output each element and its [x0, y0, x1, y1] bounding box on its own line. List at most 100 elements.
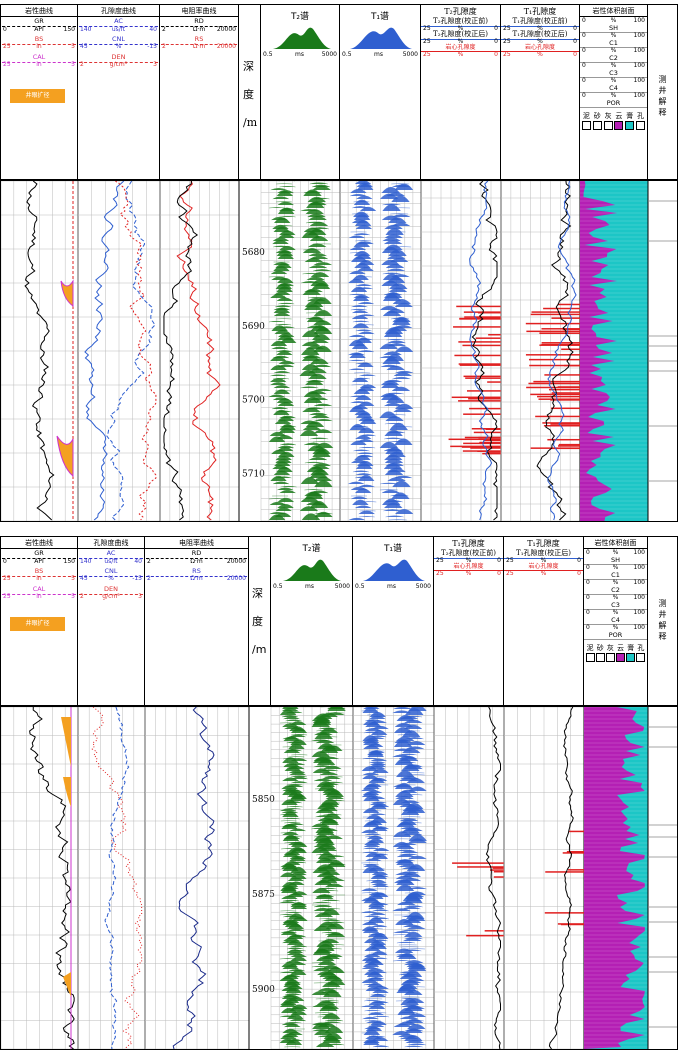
- res_rows-min: 2: [147, 558, 151, 565]
- t1spec-header-2: T₁谱 0.5 ms 5000: [353, 537, 434, 705]
- t2spec-min-2: 0.5: [273, 583, 283, 590]
- t2spec-unit: ms: [295, 51, 304, 58]
- t1por-curve-2: [548, 707, 574, 1049]
- poro_rows-unit: g/cm³: [102, 593, 120, 600]
- lith-title-2: 岩性曲线: [25, 539, 53, 547]
- rs-curve: [176, 181, 221, 521]
- t2por-grid: [420, 181, 502, 521]
- rd-curve: [163, 181, 199, 521]
- poro_rows-max: 3: [138, 593, 142, 600]
- t2por-title: T₂孔隙度: [444, 7, 477, 16]
- vol-row: 0% 100 POR: [584, 624, 647, 640]
- t2por-header-2: T₁孔隙度 T₂孔隙度(校正前) 25% 0 岩心孔隙度 25% 0: [434, 537, 504, 705]
- t2spec-header: T₂谱 0.5 ms 5000: [261, 5, 340, 179]
- poro_rows-min: 2: [80, 61, 84, 68]
- lith_rows-min: 25: [3, 43, 11, 50]
- t2por_rows-row: 岩心孔隙度 25% 0: [421, 42, 500, 58]
- legend-item: 云: [614, 111, 624, 133]
- lith_rows-max: 5: [71, 43, 75, 50]
- lith_rows-unit: in: [36, 61, 42, 68]
- interp-header: 测井解释: [648, 5, 677, 179]
- t2por-uncorrected: [471, 181, 498, 521]
- t1spec-legend-shape: [350, 27, 412, 49]
- vol-row: 0% 100 SH: [580, 17, 647, 33]
- top-header: 岩性曲线 GR 0 API 150 BS 25 in 5 CAL 25 in 5 井眼扩径 孔隙度曲线…: [0, 4, 678, 180]
- depth-label: 5690: [242, 322, 265, 332]
- poro_rows-max: 40: [149, 26, 157, 33]
- t2spec-header-2: T₂谱 0.5 ms 5000: [271, 537, 353, 705]
- t2por_rows-curve-title: 岩心孔隙度: [421, 42, 500, 52]
- poro-header-2: 孔隙度曲线 AC 140 us/ft 40 CNL 45% -15 DEN 2 g/cm³ 3: [78, 537, 145, 705]
- depth-char-3: /m: [243, 116, 258, 129]
- t1por-corrected: [547, 181, 577, 521]
- t1spec-min: 0.5: [342, 51, 352, 58]
- poro_rows-min: 45: [80, 575, 88, 582]
- depth-char-2-3: /m: [252, 643, 267, 656]
- t2por-grid-2: [433, 707, 505, 1049]
- lith_rows-scale-row: GR 0 API 150: [1, 17, 77, 35]
- t1por_rows-row: 岩心孔隙度 25% 0: [501, 42, 579, 58]
- t2por-title-2: T₁孔隙度: [452, 539, 485, 548]
- vol-row: 0% 100 C2: [584, 579, 647, 595]
- t1por_rows-curve-title: T₁孔隙度(校正后): [501, 29, 579, 40]
- lith-volume-profile: [580, 181, 648, 521]
- poro_rows-max: 3: [153, 61, 157, 68]
- legend-item: 膏: [626, 643, 636, 665]
- vol-title-2: 岩性体积剖面: [594, 539, 637, 547]
- depth-label: 5700: [242, 396, 265, 406]
- depth-char-2: 度: [243, 88, 254, 101]
- cnl-curve: [84, 181, 125, 521]
- legend-item: 泥: [581, 111, 591, 133]
- poro_rows-scale-row: AC 140 us/ft 40: [78, 17, 159, 35]
- vol-row: 0% 100 C4: [580, 77, 647, 93]
- lith_rows-unit: in: [36, 593, 42, 600]
- t2-spectrum: [268, 181, 334, 521]
- lith_rows-max: 5: [71, 61, 75, 68]
- res-header-2: 电阻率曲线 RD 2 Ω·m 20000 RS 2 Ω·m 20000: [145, 537, 249, 705]
- res_rows-max: 20000: [226, 558, 246, 565]
- res_rows-max: 20000: [216, 43, 236, 50]
- poro_rows-unit: us/ft: [111, 26, 126, 33]
- lith_rows-curve-name: GR: [34, 17, 44, 25]
- t1por_rows-curve-title: T₁孔隙度(校正前): [501, 16, 579, 27]
- t1spec-legend-shape-2: [363, 559, 425, 581]
- poro-header: 孔隙度曲线 AC 140 us/ft 40 CNL 45% -15 DEN 2 g/cm³ 3: [78, 5, 160, 179]
- poro_rows-unit: %: [108, 575, 114, 582]
- enlarge-button: 井眼扩径: [10, 89, 65, 103]
- lith_rows-min: 0: [3, 26, 7, 33]
- lith_rows-curve-name: BS: [34, 35, 44, 43]
- t1por_rows-row: 岩心孔隙度 25% 0: [504, 563, 583, 577]
- res-track-grid-2: [144, 707, 250, 1049]
- res_rows-unit: Ω·m: [192, 43, 206, 50]
- legend-item: 孔: [636, 111, 646, 133]
- legend-item: 灰: [603, 111, 613, 133]
- washout-fill-2: [61, 717, 71, 997]
- res-track-grid: [159, 181, 240, 521]
- top-log-tracks: 5680 5690 5700 5710: [1, 181, 677, 521]
- res_rows-curve-name: RS: [192, 567, 201, 575]
- poro_rows-curve-name: AC: [114, 17, 123, 25]
- t1por-uncorrected: [536, 181, 574, 521]
- res_rows-curve-name: RD: [191, 549, 202, 557]
- vol-row: 0% 100 C4: [584, 609, 647, 625]
- t2por_rows-curve-title: 岩心孔隙度: [434, 561, 503, 571]
- lith_rows-scale-row: BS 25 in 5: [1, 567, 77, 585]
- lith_rows-scale-row: GR 0 API 150: [1, 549, 77, 567]
- res-header: 电阻率曲线 RD 2 Ω·m 20000 RS 2 Ω·m 20000: [160, 5, 239, 179]
- t2por-corrected: [469, 181, 493, 521]
- depth-label: 5680: [242, 248, 265, 258]
- poro_rows-curve-name: CNL: [104, 567, 118, 575]
- lith_rows-min: 25: [3, 593, 11, 600]
- t1por_rows-curve-title: 岩心孔隙度: [501, 42, 579, 52]
- gr-track-grid: [1, 181, 79, 521]
- res_rows-scale-row: RS 2 Ω·m 20000: [160, 35, 238, 53]
- lith_rows-min: 0: [3, 558, 7, 565]
- poro-title: 孔隙度曲线: [101, 7, 136, 15]
- poro_rows-max: -15: [132, 575, 142, 582]
- t2por_rows-row: T₂孔隙度(校正后) 25% 0: [421, 30, 500, 45]
- t1por-title: T₁孔隙度: [523, 7, 557, 16]
- t1-core-porosity-2: [544, 830, 584, 926]
- lith_rows-scale-row: BS 25 in 5: [1, 35, 77, 53]
- poro_rows-curve-name: AC: [106, 549, 116, 557]
- depth-label: 5875: [252, 890, 275, 900]
